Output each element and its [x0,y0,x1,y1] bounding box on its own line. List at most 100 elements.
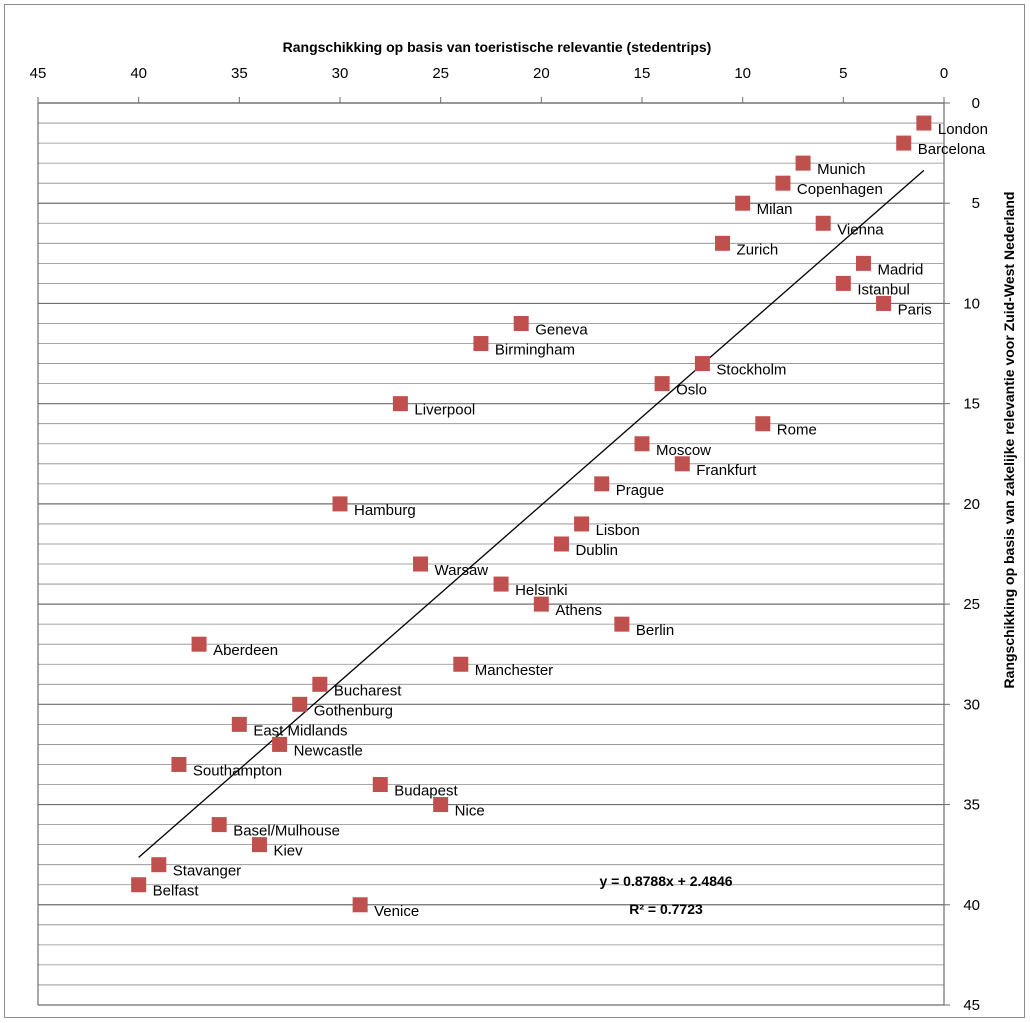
y-tick-label: 20 [963,496,980,513]
data-point [473,336,489,352]
point-label: Bucharest [334,682,402,699]
point-label: Munich [817,161,865,178]
point-label: Basel/Mulhouse [233,823,340,840]
point-label: Venice [374,903,419,920]
x-tick-label: 40 [130,65,147,82]
point-label: Geneva [535,321,588,338]
data-point [634,436,650,452]
point-label: Liverpool [414,402,475,419]
y-tick-label: 45 [963,997,980,1014]
chart-frame [4,4,1025,1018]
data-point [191,636,207,652]
x-tick-label: 5 [839,65,847,82]
data-point [372,777,388,793]
data-point [694,356,710,372]
trendline-r-squared: R² = 0.7723 [629,901,703,917]
x-axis-title: Rangschikking op basis van toeristische … [283,39,712,55]
point-label: Lisbon [596,522,640,539]
y-axis-title: Rangschikking op basis van zakelijke rel… [1001,192,1017,689]
data-point [493,576,509,592]
x-tick-label: 30 [332,65,349,82]
data-point [715,235,731,251]
point-label: Southampton [193,762,282,779]
point-label: Zurich [737,241,779,258]
y-tick-label: 40 [963,897,980,914]
point-label: Frankfurt [696,462,757,479]
point-label: Rome [777,422,817,439]
data-point [513,315,529,331]
data-point [876,295,892,311]
point-label: Milan [757,201,793,218]
point-label: Madrid [877,261,923,278]
data-point [251,837,267,853]
data-point [815,215,831,231]
data-point [574,516,590,532]
point-label: Athens [555,602,602,619]
x-tick-label: 15 [634,65,651,82]
data-point [433,797,449,813]
point-label: Vienna [837,221,884,238]
data-point [916,115,932,131]
trendline-equation: y = 0.8788x + 2.4846 [599,873,732,889]
y-tick-label: 25 [963,596,980,613]
x-tick-label: 35 [231,65,248,82]
point-label: Dublin [575,542,618,559]
data-point [131,877,147,893]
data-point [413,556,429,572]
data-point [332,496,348,512]
point-label: Helsinki [515,582,568,599]
x-tick-label: 45 [30,65,47,82]
trendline-layer [138,169,925,858]
y-tick-label: 5 [972,195,980,212]
point-label: Berlin [636,622,674,639]
point-label: Istanbul [857,281,910,298]
data-point [594,476,610,492]
y-tick-label: 30 [963,696,980,713]
data-point [896,135,912,151]
point-label: Aberdeen [213,642,278,659]
point-label: Budapest [394,783,458,800]
point-label: Stockholm [716,362,786,379]
data-point [292,696,308,712]
x-tick-label: 20 [533,65,550,82]
data-point [795,155,811,171]
point-label: Kiev [273,843,303,860]
x-tick-label: 10 [734,65,751,82]
x-tick-label: 25 [432,65,449,82]
data-point [775,175,791,191]
data-point [533,596,549,612]
data-point [392,396,408,412]
point-label: Hamburg [354,502,416,519]
point-label: Manchester [475,662,553,679]
point-label: Stavanger [173,863,241,880]
point-label: Prague [616,482,664,499]
data-point [211,817,227,833]
trendline [138,169,925,858]
point-label: Gothenburg [314,702,393,719]
point-label: Barcelona [918,141,986,158]
data-point [735,195,751,211]
data-point [272,736,288,752]
data-point [614,616,630,632]
point-label: Moscow [656,442,711,459]
point-label: Birmingham [495,342,575,359]
y-tick-label: 15 [963,396,980,413]
data-point [553,536,569,552]
data-point [654,376,670,392]
data-point [674,456,690,472]
point-label: Belfast [153,883,200,900]
point-label: London [938,121,988,138]
data-point [453,656,469,672]
point-label: Paris [898,301,932,318]
y-tick-label: 35 [963,797,980,814]
point-label: Oslo [676,382,707,399]
data-point [312,676,328,692]
axes: 45 40 35 30 25 20 15 10 5 0 0 5 10 15 20 25 30 35 40 45 [30,65,980,1014]
point-label: Copenhagen [797,181,883,198]
data-point [171,756,187,772]
data-point [855,255,871,271]
point-label: Warsaw [435,562,489,579]
y-tick-label: 10 [963,295,980,312]
